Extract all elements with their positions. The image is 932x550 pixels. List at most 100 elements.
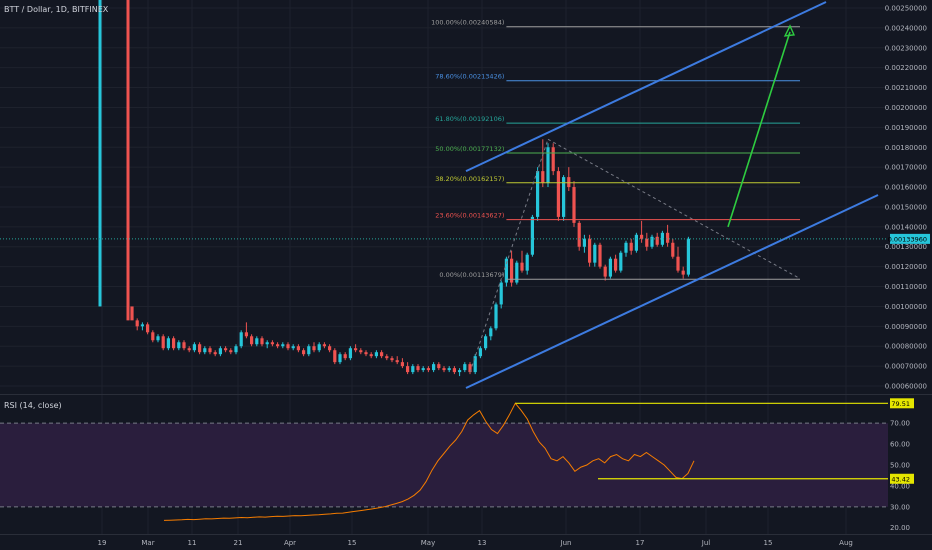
candle[interactable] [229,348,233,355]
current-price-tag[interactable] [890,233,930,244]
candlestick-series[interactable] [98,0,691,377]
candle[interactable] [593,242,597,267]
candle[interactable] [655,232,659,247]
candle-spike-up[interactable] [98,0,102,307]
candle[interactable] [504,256,508,287]
candle[interactable] [582,234,586,253]
candle[interactable] [338,352,342,365]
candle[interactable] [140,322,144,331]
candle[interactable] [530,214,534,257]
candle[interactable] [276,342,280,349]
candle[interactable] [510,250,514,287]
candle[interactable] [432,362,436,373]
target-arrow-shaft[interactable] [727,31,791,228]
channel-upper-line[interactable] [465,1,827,173]
candle[interactable] [244,322,248,339]
candle[interactable] [614,254,618,273]
candle[interactable] [343,352,347,361]
candle[interactable] [676,246,680,273]
price-axis[interactable]: 0.00060000 0.00070000 0.00080000 0.00090000… [885,4,930,391]
candle[interactable] [551,143,555,176]
candle[interactable] [296,344,300,353]
candle[interactable] [619,250,623,273]
candle[interactable] [187,346,191,353]
candle[interactable] [588,234,592,267]
channel-lower-line[interactable] [465,194,879,389]
time-axis[interactable]: 19 Mar 11 21 Apr 15 May 13 Jun 17 Jul 15 Aug [0,534,932,548]
candle[interactable] [312,342,316,353]
candle[interactable] [660,230,664,247]
candle[interactable] [546,143,550,188]
drawing-overlays[interactable]: 100.00%(0.00240584) 78.60%(0.00213426) 61.… [0,1,888,389]
candle[interactable] [239,330,243,349]
candle[interactable] [556,167,560,221]
fib-connector-line[interactable] [469,139,549,373]
candle[interactable] [234,344,238,355]
candle[interactable] [265,340,269,349]
candle[interactable] [666,224,670,247]
candle[interactable] [192,342,196,353]
candle[interactable] [385,354,389,361]
candle[interactable] [255,336,259,347]
candle[interactable] [452,366,456,375]
candle[interactable] [369,352,373,359]
candle[interactable] [395,356,399,365]
candle[interactable] [291,344,295,351]
candle[interactable] [328,344,332,353]
candle[interactable] [156,334,160,343]
candle[interactable] [515,260,519,285]
candle[interactable] [608,256,612,279]
candle[interactable] [567,167,571,192]
candle[interactable] [494,302,498,331]
candle[interactable] [478,346,482,359]
candle[interactable] [333,348,337,365]
candle[interactable] [421,366,425,373]
candle-spike-down[interactable] [126,0,130,321]
candle[interactable] [577,220,581,251]
rsi-max-tag[interactable] [890,398,914,409]
candle[interactable] [400,358,404,369]
candle[interactable] [536,167,540,221]
candle[interactable] [650,234,654,249]
candle[interactable] [307,344,311,357]
candle[interactable] [380,350,384,359]
candle[interactable] [634,232,638,253]
candle[interactable] [390,356,394,363]
candle[interactable] [250,334,254,347]
candle[interactable] [364,350,368,357]
candle[interactable] [499,280,503,309]
target-arrow-head[interactable] [783,24,796,37]
candle[interactable] [562,175,566,221]
candle[interactable] [213,350,217,357]
candle[interactable] [177,340,181,351]
candle[interactable] [348,346,352,361]
candle[interactable] [166,336,170,351]
candle[interactable] [624,240,628,257]
candle[interactable] [671,238,675,259]
candle[interactable] [525,252,529,275]
candle[interactable] [681,266,685,279]
candle[interactable] [270,340,274,347]
candle[interactable] [354,344,358,353]
candle[interactable] [374,350,378,359]
candle[interactable] [172,336,176,351]
candle[interactable] [473,354,477,375]
candle[interactable] [281,342,285,349]
candle[interactable] [260,336,264,347]
candle[interactable] [151,330,155,343]
candle[interactable] [130,306,134,321]
candle[interactable] [686,236,690,277]
candle[interactable] [629,238,633,255]
candle[interactable] [322,342,326,349]
candle[interactable] [598,242,602,269]
candle[interactable] [203,346,207,355]
candle[interactable] [447,366,451,373]
candle[interactable] [135,318,139,331]
candle[interactable] [286,342,290,351]
candle[interactable] [302,348,306,357]
candle[interactable] [416,364,420,373]
candle[interactable] [208,346,212,355]
candle[interactable] [406,362,410,375]
candle[interactable] [146,322,150,335]
